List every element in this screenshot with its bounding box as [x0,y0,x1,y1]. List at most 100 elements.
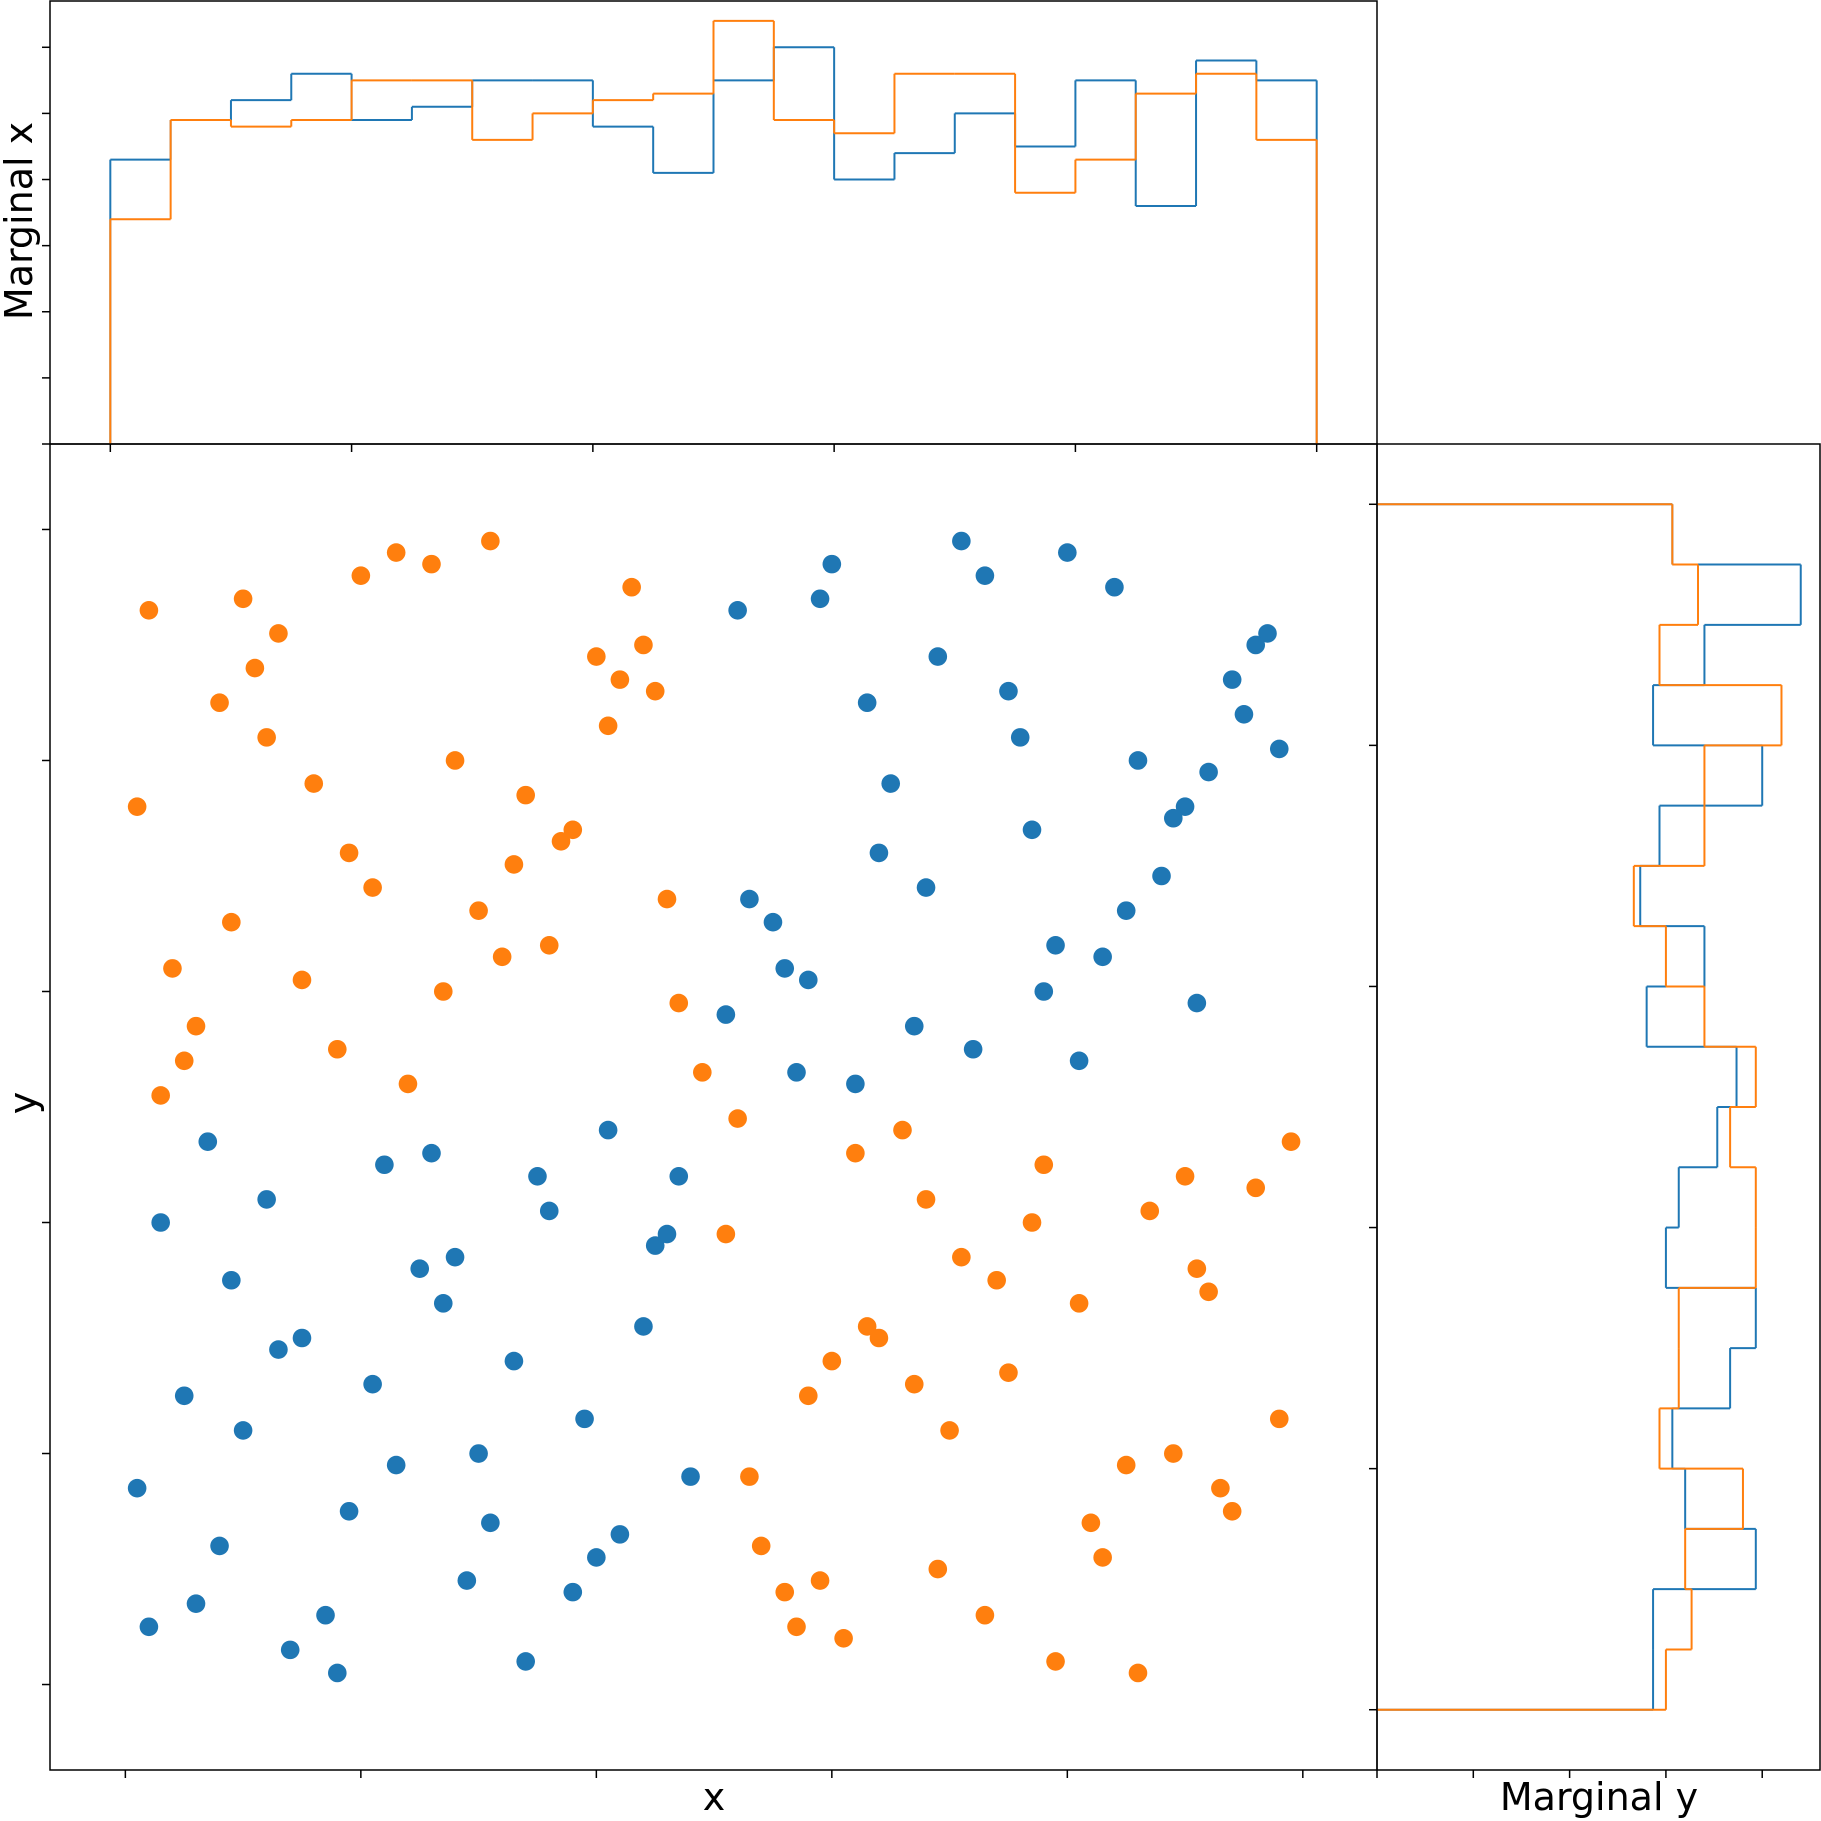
scatter-point [1069,1051,1089,1071]
scatter-point [1199,762,1218,782]
scatter-point [198,1132,218,1151]
scatter-point [410,1259,430,1279]
scatter-point [798,970,818,990]
scatter-point [433,1294,453,1313]
scatter-point [280,1640,300,1660]
scatter-point [1281,1132,1301,1151]
scatter-point [787,1617,806,1637]
scatter-point [269,1340,288,1359]
scatter-point [798,1386,818,1406]
scatter-point [1093,1548,1112,1567]
scatter-point [151,1213,170,1232]
scatter-point [339,843,359,863]
scatter-point [1046,935,1065,955]
scatter-point [728,1109,747,1128]
scatter-point [292,970,312,990]
scatter-point [999,681,1018,701]
scatter-point [304,774,324,793]
scatter-point [1163,808,1183,828]
scatter-point [457,1571,477,1590]
scatter-point [422,554,441,574]
scatter-point [174,1051,194,1071]
scatter-point [587,647,606,666]
marginal-x-label: Marginal x [0,122,41,320]
scatter-point [539,1201,559,1221]
scatter-point [469,1444,488,1463]
scatter-point [587,1548,606,1567]
scatter-point [634,1317,653,1336]
scatter-point [1116,901,1136,920]
scatter-point [857,1317,877,1336]
scatter-point [210,1536,229,1556]
scatter-point [363,878,382,897]
scatter-point [716,1005,736,1024]
scatter-point [916,1190,936,1209]
scatter-point [810,1571,830,1590]
scatter-point [610,670,630,689]
scatter-point [186,1594,206,1613]
scatter-point [1269,1409,1289,1429]
scatter-point [975,566,995,585]
scatter-point [1269,739,1289,759]
scatter-point [481,531,500,551]
scatter-point [657,1224,677,1244]
scatter-point [445,751,465,770]
scatter-point [398,1074,418,1094]
scatter-point [669,1167,689,1186]
scatter-point [445,1247,465,1267]
scatter-point [822,554,842,574]
y-axis-label: y [1,1092,45,1115]
scatter-point [634,635,653,655]
x-axis-label: x [703,1775,726,1819]
scatter-point [987,1270,1006,1290]
scatter-point [610,1525,630,1544]
scatter-point [763,912,783,932]
scatter-point [952,531,971,551]
scatter-point [1234,704,1254,724]
scatter-point [1128,1663,1148,1683]
scatter-point [528,1167,547,1186]
scatter-point [1175,797,1195,816]
scatter-point [645,1236,665,1255]
scatter-point [1246,635,1266,655]
scatter-point [881,774,901,793]
scatter-point [292,1328,312,1348]
scatter-point [386,1455,406,1475]
marginal-y-label: Marginal y [1500,1775,1698,1819]
scatter-point [1022,1213,1042,1232]
scatter-point [728,601,747,620]
scatter-point [657,889,677,909]
scatter-point [716,1224,736,1244]
scatter-point [952,1247,971,1267]
scatter-point [857,693,877,713]
scatter-point [1211,1478,1230,1498]
scatter-point [516,785,535,805]
scatter-point [127,1478,147,1498]
scatter-point [504,855,524,874]
scatter-point [598,716,618,736]
scatter-point [316,1605,335,1625]
scatter-point [139,601,159,620]
scatter-point [1140,1201,1160,1221]
scatter-point [1022,820,1042,840]
scatter-point [740,1467,759,1486]
scatter-point [163,959,182,978]
scatter-point [1046,1652,1065,1671]
scatter-point [846,1143,865,1163]
scatter-point [1093,947,1112,967]
scatter-point [504,1351,524,1371]
scatter-point [904,1374,924,1394]
scatter-point [1034,1155,1054,1175]
scatter-point [916,878,936,897]
scatter-point [1010,728,1030,747]
scatter-point [751,1536,771,1556]
scatter-point [139,1617,159,1637]
scatter-point [539,935,559,955]
scatter-point [328,1663,347,1683]
scatter-point [339,1501,359,1521]
scatter-point [846,1074,865,1094]
scatter-point [257,728,276,747]
scatter-point [233,1421,253,1440]
scatter-point [1152,866,1171,886]
